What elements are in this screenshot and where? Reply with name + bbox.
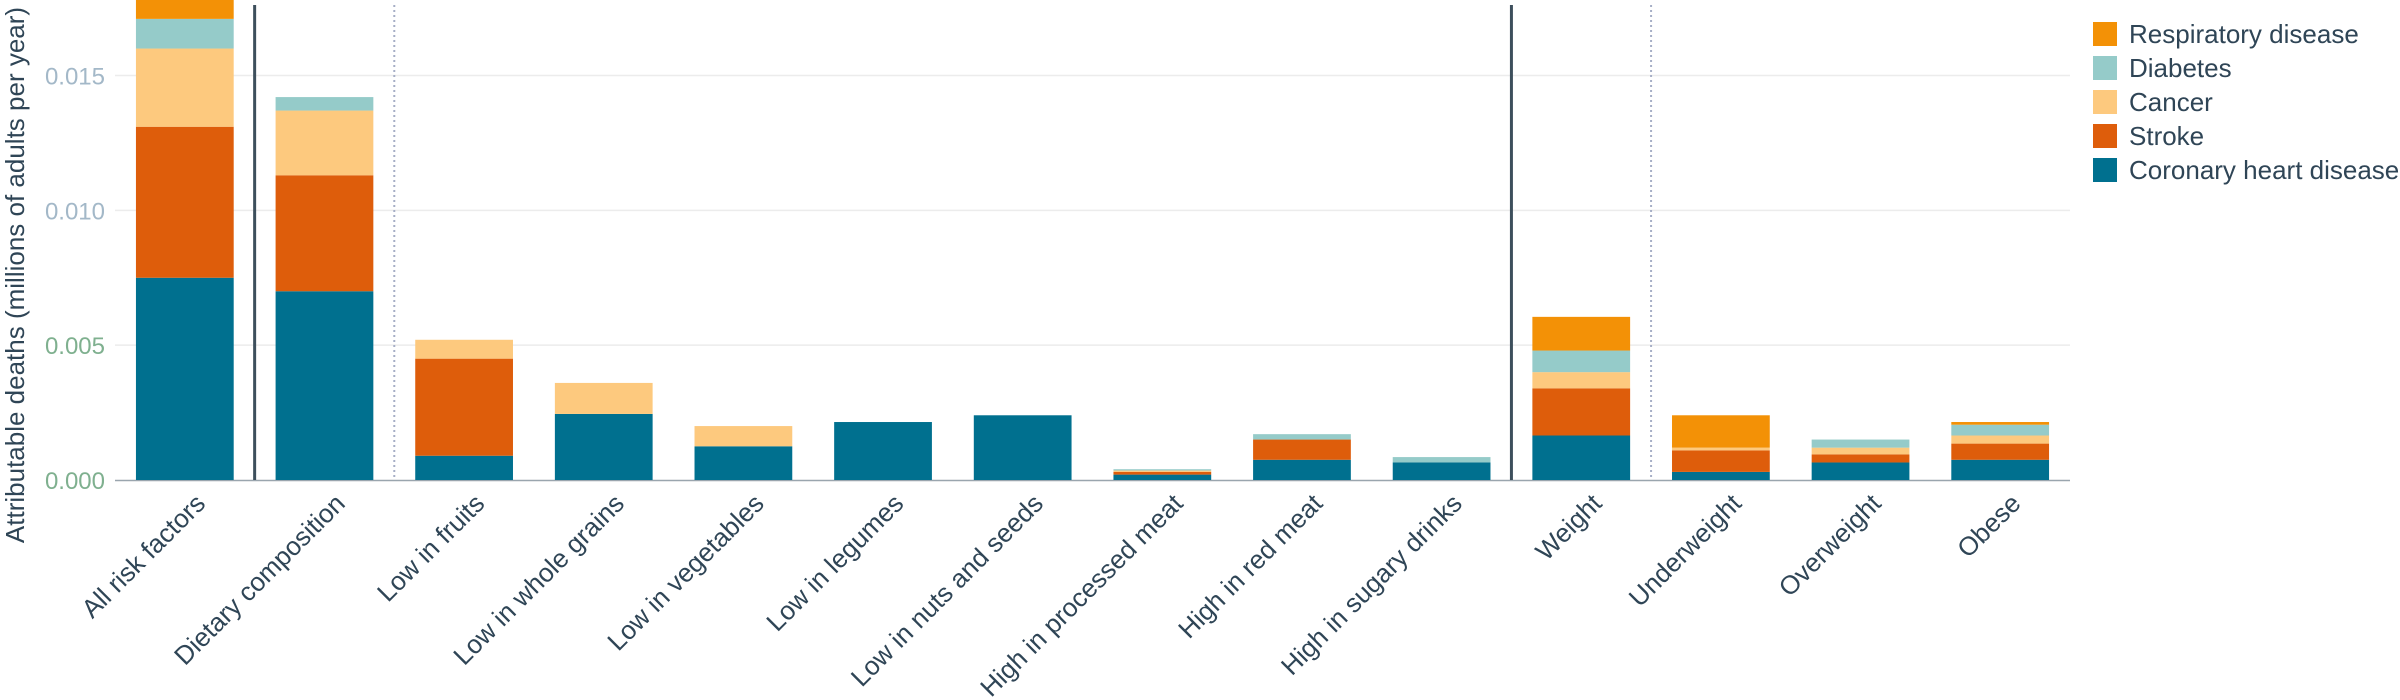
bar-segment: [1672, 450, 1770, 472]
bar-segment: [135, 126, 234, 278]
bar-segment: [1532, 316, 1631, 351]
bar-segment: [1951, 424, 2050, 436]
bar-segment: [415, 358, 513, 456]
bar-segment: [554, 382, 653, 414]
y-axis: 0.000 0.005 0.010 0.015: [45, 64, 2070, 495]
x-tick-label: Obese: [1951, 488, 2026, 563]
x-tick-label: Low in legumes: [760, 488, 909, 637]
bar-segment: [1672, 447, 1770, 451]
bar-segment: [1811, 439, 1910, 448]
bar-segment: [1253, 439, 1351, 460]
bar-segment: [275, 97, 374, 111]
y-tick-label: 0.005: [45, 333, 105, 360]
bar-segment: [1113, 470, 1212, 472]
legend-swatch: [2093, 22, 2117, 46]
x-tick-label: Low in fruits: [371, 488, 490, 607]
legend-swatch: [2093, 56, 2117, 80]
x-tick-label: Overweight: [1773, 487, 1888, 602]
bar-segment: [1532, 350, 1631, 373]
legend-swatch: [2093, 158, 2117, 182]
bar-segment: [694, 426, 793, 447]
bar-segment: [1392, 462, 1491, 480]
bar-segment: [694, 446, 793, 480]
bar-segment: [1951, 435, 2050, 444]
bars: [135, 0, 2050, 480]
legend-entry: Stroke: [2129, 121, 2204, 151]
bar-segment: [1951, 422, 2050, 425]
bar-segment: [415, 339, 513, 359]
bar-segment: [1113, 471, 1212, 475]
bar-segment: [135, 0, 234, 19]
bar-segment: [1253, 459, 1351, 480]
bar-segment: [1951, 459, 2050, 480]
bar-segment: [1951, 443, 2050, 460]
x-tick-label: All risk factors: [75, 488, 211, 624]
group-separators: [253, 5, 1653, 480]
x-tick-label: High in red meat: [1172, 487, 1329, 644]
bar-segment: [135, 18, 234, 49]
legend-swatch: [2093, 124, 2117, 148]
bar-segment: [1532, 372, 1631, 389]
bar-segment: [973, 415, 1072, 480]
bar-segment: [1672, 415, 1770, 448]
legend-swatch: [2093, 90, 2117, 114]
x-tick-label: Weight: [1529, 487, 1608, 566]
legend-entry: Coronary heart disease: [2129, 155, 2399, 185]
bar-segment: [275, 175, 374, 292]
bar-segment: [275, 291, 374, 480]
x-tick-label: Low in vegetables: [601, 488, 769, 656]
bar-segment: [1253, 434, 1351, 440]
bar-segment: [834, 422, 932, 480]
y-axis-title: Attributable deaths (millions of adults …: [0, 7, 30, 543]
bar-segment: [275, 110, 374, 176]
bar-segment: [554, 413, 653, 480]
bar-segment: [415, 455, 513, 480]
legend-entry: Cancer: [2129, 87, 2213, 117]
y-tick-label: 0.000: [45, 468, 105, 495]
bar-segment: [1672, 471, 1770, 480]
legend-entry: Diabetes: [2129, 53, 2232, 83]
bar-segment: [1811, 462, 1910, 480]
y-tick-label: 0.015: [45, 64, 105, 91]
bar-segment: [135, 277, 234, 480]
bar-segment: [1811, 447, 1910, 455]
bar-segment: [1532, 388, 1631, 436]
bar-segment: [1113, 469, 1212, 471]
bar-segment: [1113, 474, 1212, 480]
gridlines: [115, 74, 2070, 346]
x-tick-label: Underweight: [1623, 487, 1748, 612]
bar-segment: [135, 48, 234, 127]
legend-entry: Respiratory disease: [2129, 19, 2359, 49]
y-tick-label: 0.010: [45, 198, 105, 225]
legend: Respiratory disease Diabetes Cancer Stroke C…: [2093, 19, 2399, 185]
bar-segment: [1811, 454, 1910, 463]
bar-segment: [1392, 457, 1491, 463]
bar-segment: [1532, 435, 1631, 480]
